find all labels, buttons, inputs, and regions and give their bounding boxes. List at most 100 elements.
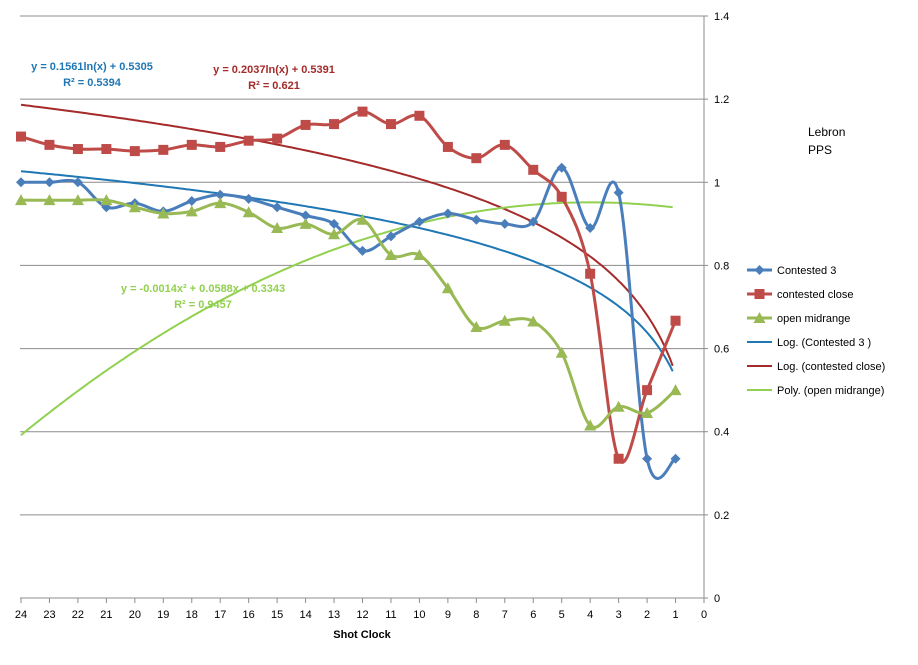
data-point-s2-x12 [357, 106, 368, 117]
data-point-s3-x13 [328, 228, 341, 240]
data-point-s3-x9 [441, 282, 454, 294]
x-tick-label-14: 14 [299, 609, 311, 621]
data-point-s2-x4 [585, 268, 596, 279]
x-tick-label-15: 15 [271, 609, 283, 621]
data-point-s3-x20 [128, 201, 141, 213]
data-point-s1-x5 [556, 162, 567, 173]
legend-marker-2 [754, 289, 765, 299]
data-point-s3-x7 [498, 314, 511, 326]
data-point-s3-x1 [669, 384, 682, 396]
trend-r2-contested-3: R² = 0.5394 [63, 77, 122, 89]
data-point-s3-x6 [527, 315, 540, 327]
legend-label-6: Poly. (open midrange) [777, 385, 884, 397]
data-point-s1-x18 [186, 195, 197, 206]
data-point-s1-x9 [442, 208, 453, 219]
data-point-s3-x2 [641, 407, 654, 419]
trend-equation-contested-close: y = 0.2037ln(x) + 0.5391 [213, 64, 335, 76]
data-point-s1-x12 [357, 245, 368, 256]
player-label: Lebron [808, 125, 845, 139]
data-point-s2-x20 [129, 146, 140, 157]
data-point-s1-x4 [585, 223, 596, 234]
x-tick-label-0: 0 [701, 609, 707, 621]
data-point-s2-x8 [471, 153, 482, 164]
x-tick-label-23: 23 [43, 609, 55, 621]
y-tick-label-1.4: 1.4 [714, 11, 729, 23]
data-point-s3-x11 [384, 249, 397, 261]
trend-equation-open-midrange: y = -0.0014x² + 0.0588x + 0.3343 [121, 283, 285, 295]
data-point-s1-x14 [300, 210, 311, 221]
x-tick-label-8: 8 [473, 609, 479, 621]
x-tick-label-22: 22 [72, 609, 84, 621]
data-point-s2-x6 [528, 164, 539, 175]
data-point-s1-x10 [414, 216, 425, 227]
x-tick-label-17: 17 [214, 609, 226, 621]
x-tick-label-2: 2 [644, 609, 650, 621]
y-tick-label-1: 1 [714, 177, 720, 189]
data-point-s1-x13 [329, 218, 340, 229]
data-point-s2-x17 [215, 141, 226, 152]
data-point-s3-x16 [242, 206, 255, 218]
data-point-s2-x5 [556, 191, 567, 202]
legend-marker-1 [754, 265, 765, 275]
data-point-s2-x1 [670, 315, 681, 326]
trendline-1 [20, 170, 674, 372]
data-point-s3-x3 [612, 400, 625, 412]
data-point-s2-x10 [414, 110, 425, 121]
data-point-s1-x17 [215, 189, 226, 200]
data-point-s3-x17 [214, 197, 227, 209]
data-point-s2-x21 [101, 144, 112, 155]
data-point-s2-x19 [158, 144, 169, 155]
trendline-2 [20, 103, 674, 367]
data-point-s1-x22 [72, 177, 83, 188]
data-point-s1-x3 [613, 187, 624, 198]
data-point-s1-x2 [642, 453, 653, 464]
x-tick-label-10: 10 [413, 609, 425, 621]
data-point-s3-x8 [470, 320, 483, 332]
data-point-s1-x7 [499, 218, 510, 229]
x-tick-label-7: 7 [502, 609, 508, 621]
data-point-s3-x23 [43, 194, 56, 206]
data-point-s2-x23 [44, 139, 55, 150]
data-point-s1-x23 [44, 177, 55, 188]
x-tick-label-12: 12 [356, 609, 368, 621]
x-tick-label-24: 24 [15, 609, 27, 621]
legend-label-5: Log. (contested close) [777, 361, 885, 373]
y-tick-label-0: 0 [714, 593, 720, 605]
trend-r2-open-midrange: R² = 0.9457 [174, 299, 232, 311]
y-tick-label-0.4: 0.4 [714, 427, 729, 439]
data-point-s2-x7 [499, 139, 510, 150]
x-tick-label-5: 5 [559, 609, 565, 621]
data-point-s1-x24 [16, 177, 26, 188]
data-point-s2-x3 [613, 453, 624, 464]
data-point-s3-x24 [15, 194, 27, 206]
data-point-s2-x9 [442, 141, 453, 152]
data-point-s1-x1 [670, 453, 681, 464]
data-point-s2-x24 [16, 131, 26, 142]
x-tick-label-1: 1 [672, 609, 678, 621]
x-axis-title: Shot Clock [333, 629, 391, 641]
metric-label: PPS [808, 143, 832, 157]
data-point-s2-x13 [329, 119, 340, 130]
y-tick-label-0.6: 0.6 [714, 344, 729, 356]
data-point-s1-x15 [272, 202, 283, 213]
x-tick-label-20: 20 [129, 609, 141, 621]
data-point-s3-x19 [157, 207, 170, 219]
data-point-s2-x18 [186, 139, 197, 150]
x-tick-label-11: 11 [385, 609, 396, 621]
data-point-s3-x22 [71, 194, 84, 206]
trend-equation-contested-3: y = 0.1561ln(x) + 0.5305 [31, 61, 153, 73]
data-point-s3-x15 [271, 222, 284, 234]
legend-label-3: open midrange [777, 313, 850, 325]
legend-label-2: contested close [777, 289, 853, 301]
data-point-s3-x18 [185, 205, 198, 217]
data-point-s1-x11 [385, 231, 396, 242]
x-tick-label-13: 13 [328, 609, 340, 621]
data-point-s2-x2 [642, 385, 653, 396]
data-point-s3-x12 [356, 213, 369, 225]
legend: Contested 3 contested close open midrange L… [747, 265, 885, 397]
data-point-s2-x14 [300, 119, 311, 130]
